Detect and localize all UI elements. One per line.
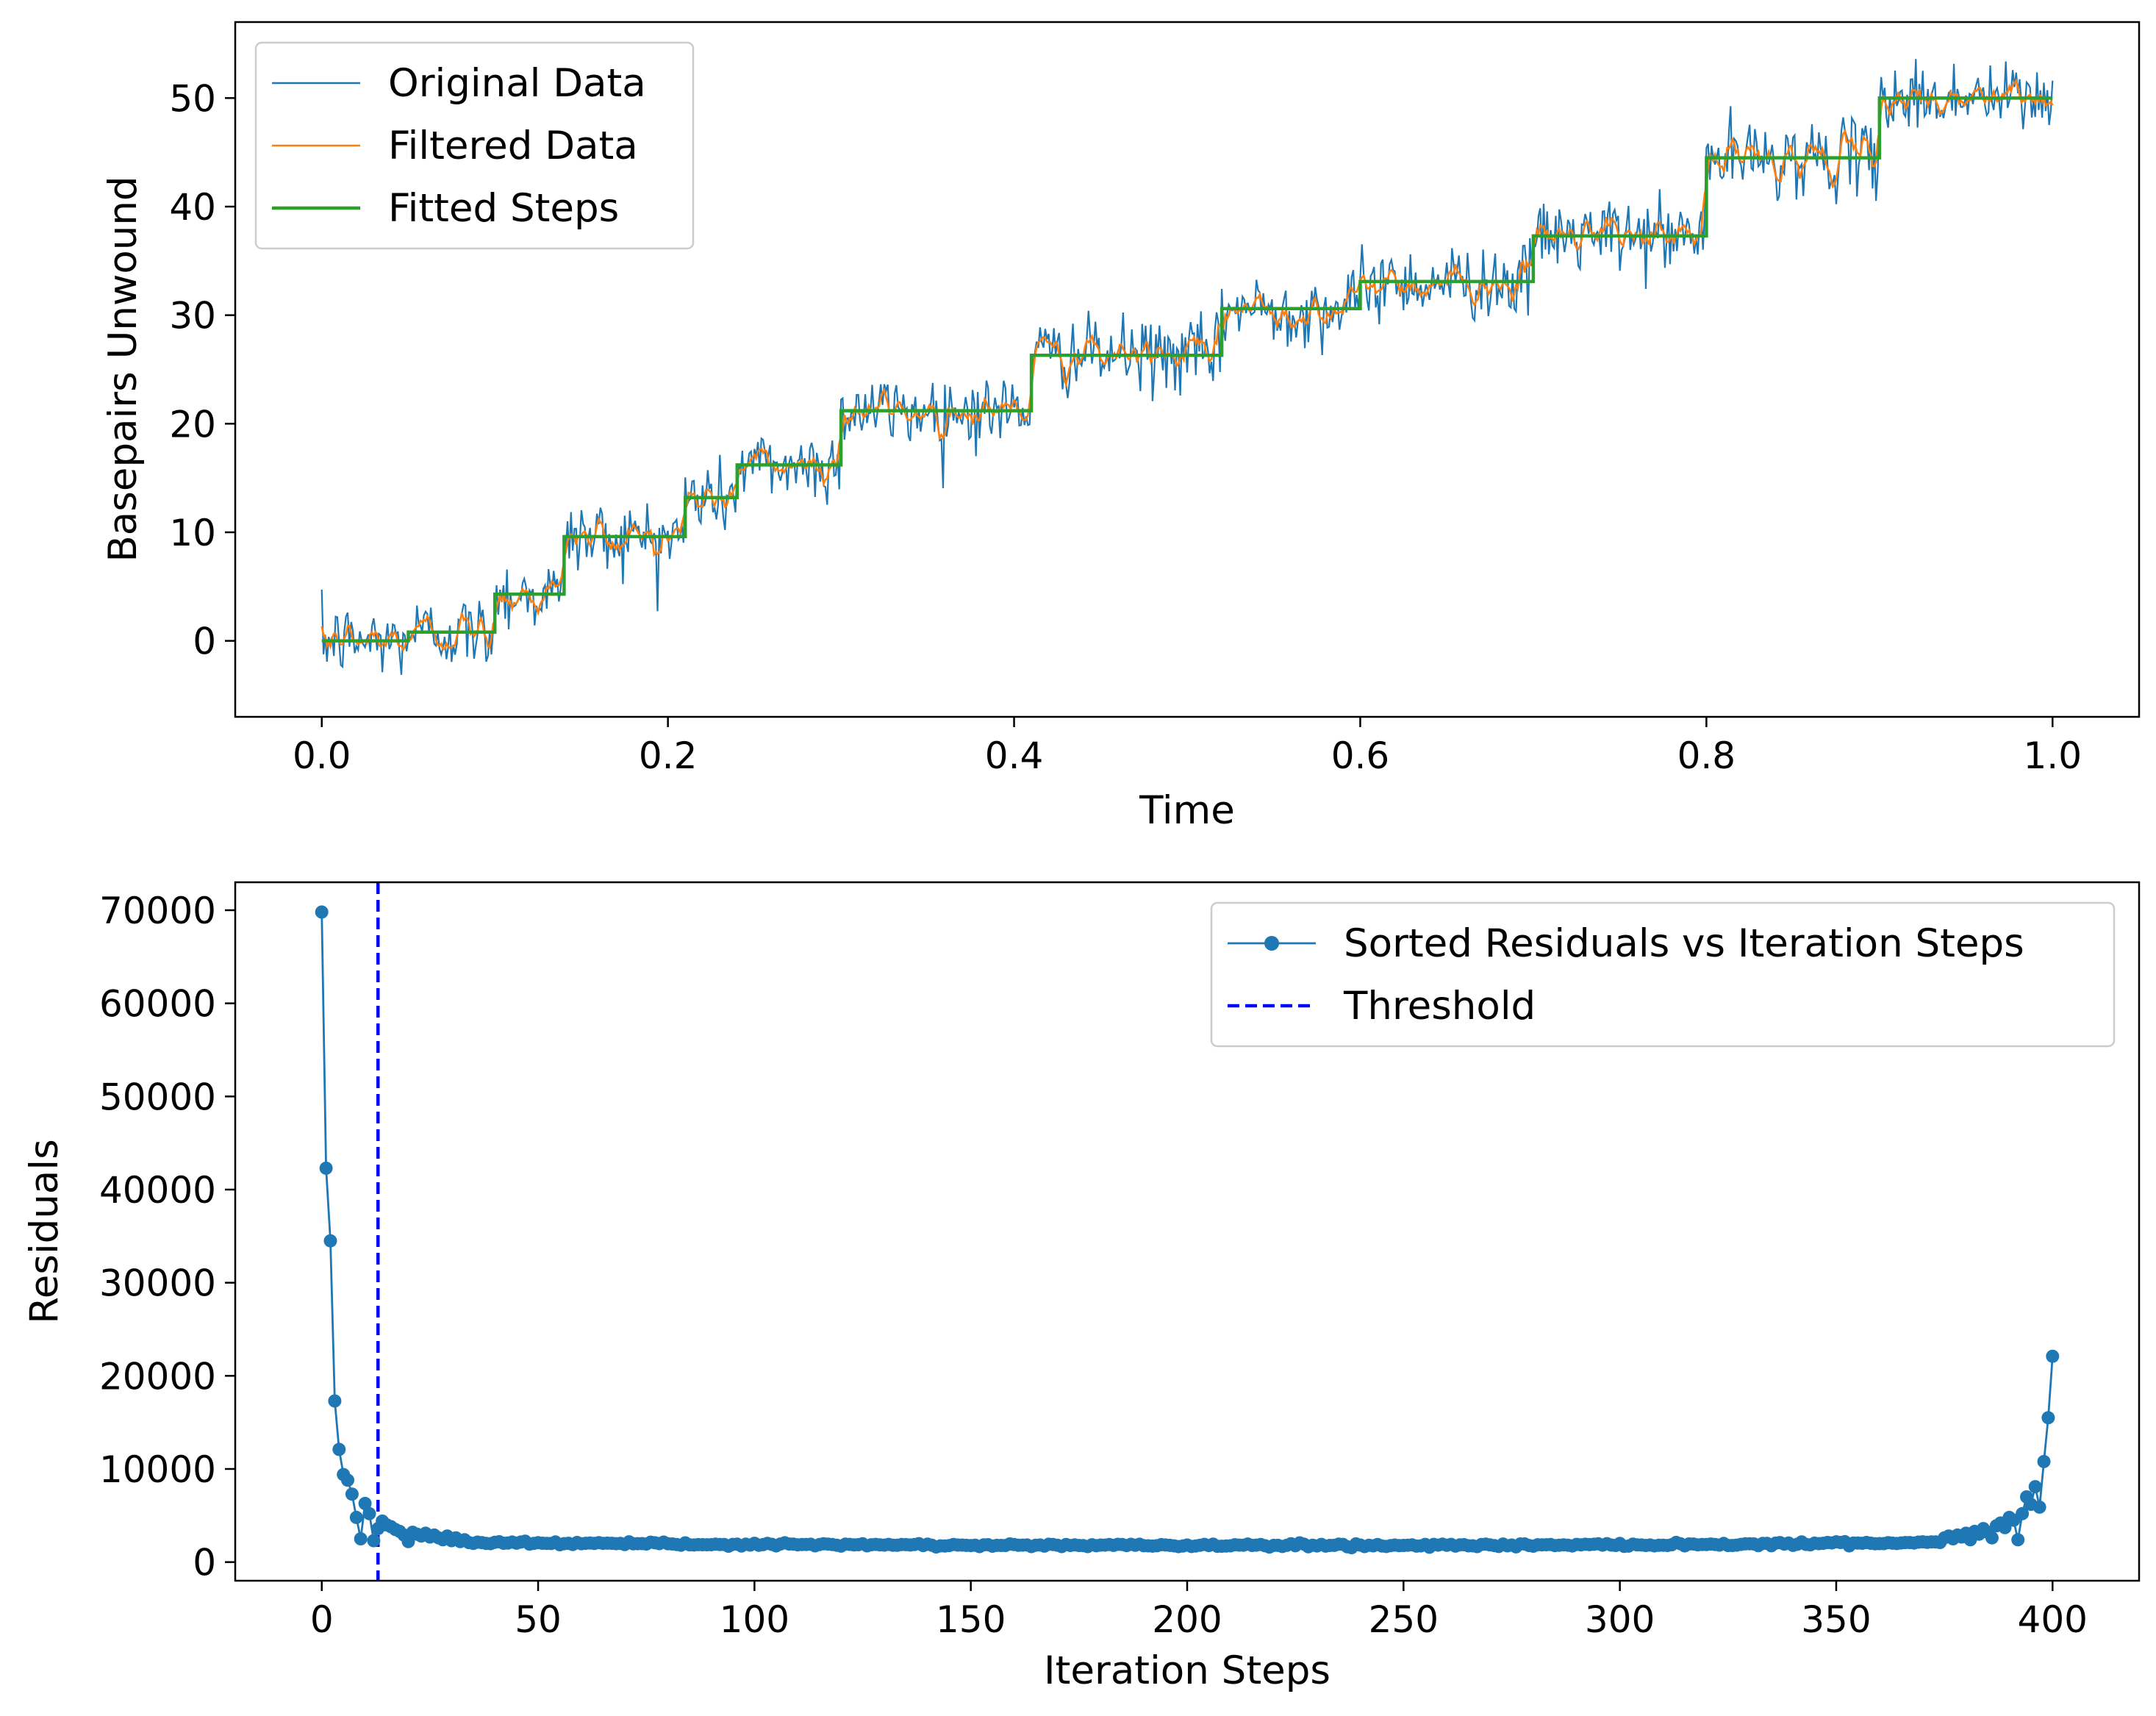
legend: Sorted Residuals vs Iteration Steps Thres… bbox=[1210, 901, 2116, 1048]
plot-series bbox=[315, 882, 2060, 1581]
residual-point bbox=[328, 1394, 342, 1408]
residual-point bbox=[319, 1161, 333, 1175]
residual-point bbox=[354, 1532, 368, 1545]
legend: Original Data Filtered Data Fitted Steps bbox=[254, 41, 695, 250]
residual-point bbox=[323, 1234, 337, 1248]
y-tick-label: 0 bbox=[193, 1542, 216, 1584]
residual-point bbox=[315, 905, 329, 919]
residual-point bbox=[1998, 1520, 2012, 1534]
y-axis-label: Residuals bbox=[22, 1139, 67, 1323]
y-tick-label: 30000 bbox=[99, 1262, 216, 1305]
y-tick-label: 10000 bbox=[99, 1448, 216, 1491]
y-tick-label: 20000 bbox=[99, 1355, 216, 1398]
residual-point bbox=[2037, 1454, 2051, 1468]
y-tick-label: 50000 bbox=[99, 1076, 216, 1118]
residual-point bbox=[367, 1534, 381, 1548]
y-tick-label: 70000 bbox=[99, 890, 216, 932]
y-tick-label: 10 bbox=[169, 512, 216, 554]
series-line-fitted-steps bbox=[321, 96, 2053, 643]
y-tick-label: 20 bbox=[169, 403, 216, 446]
y-tick-label: 30 bbox=[169, 295, 216, 337]
x-tick-label: 150 bbox=[936, 1598, 1006, 1641]
x-tick-label: 0.0 bbox=[293, 734, 351, 777]
chart-step-fit: 0.0 0.2 0.4 0.6 0.8 1.0 0 10 20 30 40 50 Time Basep… bbox=[101, 21, 2141, 833]
residual-point bbox=[2046, 1349, 2060, 1363]
residual-point bbox=[2016, 1506, 2030, 1520]
y-axis-label: Basepairs Unwound bbox=[101, 176, 146, 562]
legend-entry-label: Sorted Residuals vs Iteration Steps bbox=[1344, 921, 2024, 966]
x-axis-label: Time bbox=[1139, 788, 1235, 833]
residual-point bbox=[345, 1487, 359, 1501]
y-tick-label: 40000 bbox=[99, 1169, 216, 1212]
residual-point bbox=[2011, 1533, 2025, 1547]
x-tick-label: 400 bbox=[2018, 1598, 2088, 1641]
x-tick-label: 0.8 bbox=[1677, 734, 1736, 777]
x-tick-label: 0 bbox=[310, 1598, 334, 1641]
x-tick-label: 1.0 bbox=[2024, 734, 2082, 777]
x-tick-label: 0.2 bbox=[639, 734, 698, 777]
plot-frame bbox=[234, 21, 2141, 718]
x-tick-label: 350 bbox=[1801, 1598, 1871, 1641]
residual-point bbox=[2033, 1500, 2046, 1514]
x-tick-label: 0.6 bbox=[1331, 734, 1390, 777]
legend-entry-label: Filtered Data bbox=[388, 124, 638, 168]
y-tick-label: 40 bbox=[169, 186, 216, 229]
x-axis-ticks: 0 50 100 150 200 250 300 350 400 0 10000 20000 30000… bbox=[99, 890, 2088, 1641]
x-tick-label: 300 bbox=[1585, 1598, 1655, 1641]
legend-entry-label: Threshold bbox=[1343, 984, 1536, 1029]
y-tick-label: 0 bbox=[193, 621, 216, 663]
residual-point bbox=[349, 1510, 363, 1524]
legend-entry-label: Original Data bbox=[388, 61, 646, 106]
residual-point bbox=[2028, 1480, 2042, 1494]
legend-marker bbox=[1264, 936, 1279, 951]
x-tick-label: 200 bbox=[1152, 1598, 1222, 1641]
x-tick-label: 100 bbox=[720, 1598, 789, 1641]
y-tick-label: 50 bbox=[169, 77, 216, 120]
residual-point bbox=[358, 1496, 372, 1510]
x-axis-label: Iteration Steps bbox=[1044, 1648, 1331, 1693]
residual-point bbox=[2041, 1411, 2055, 1425]
plot-frame bbox=[234, 881, 2141, 1582]
plot-series bbox=[320, 59, 2054, 675]
chart-residuals: 0 50 100 150 200 250 300 350 400 0 10000 20000 30000… bbox=[22, 881, 2141, 1693]
legend-entry-label: Fitted Steps bbox=[388, 186, 619, 231]
x-tick-label: 0.4 bbox=[985, 734, 1044, 777]
legend-frame bbox=[1210, 901, 2116, 1048]
residual-point bbox=[1985, 1531, 1999, 1545]
x-tick-label: 250 bbox=[1369, 1598, 1439, 1641]
legend-frame bbox=[254, 41, 695, 250]
residual-point bbox=[332, 1442, 346, 1456]
x-tick-label: 50 bbox=[515, 1598, 562, 1641]
residual-point bbox=[341, 1473, 354, 1487]
x-axis-ticks: 0.0 0.2 0.4 0.6 0.8 1.0 0 10 20 30 40 50 bbox=[169, 77, 2082, 777]
y-tick-label: 60000 bbox=[99, 983, 216, 1026]
residual-point bbox=[362, 1506, 376, 1520]
